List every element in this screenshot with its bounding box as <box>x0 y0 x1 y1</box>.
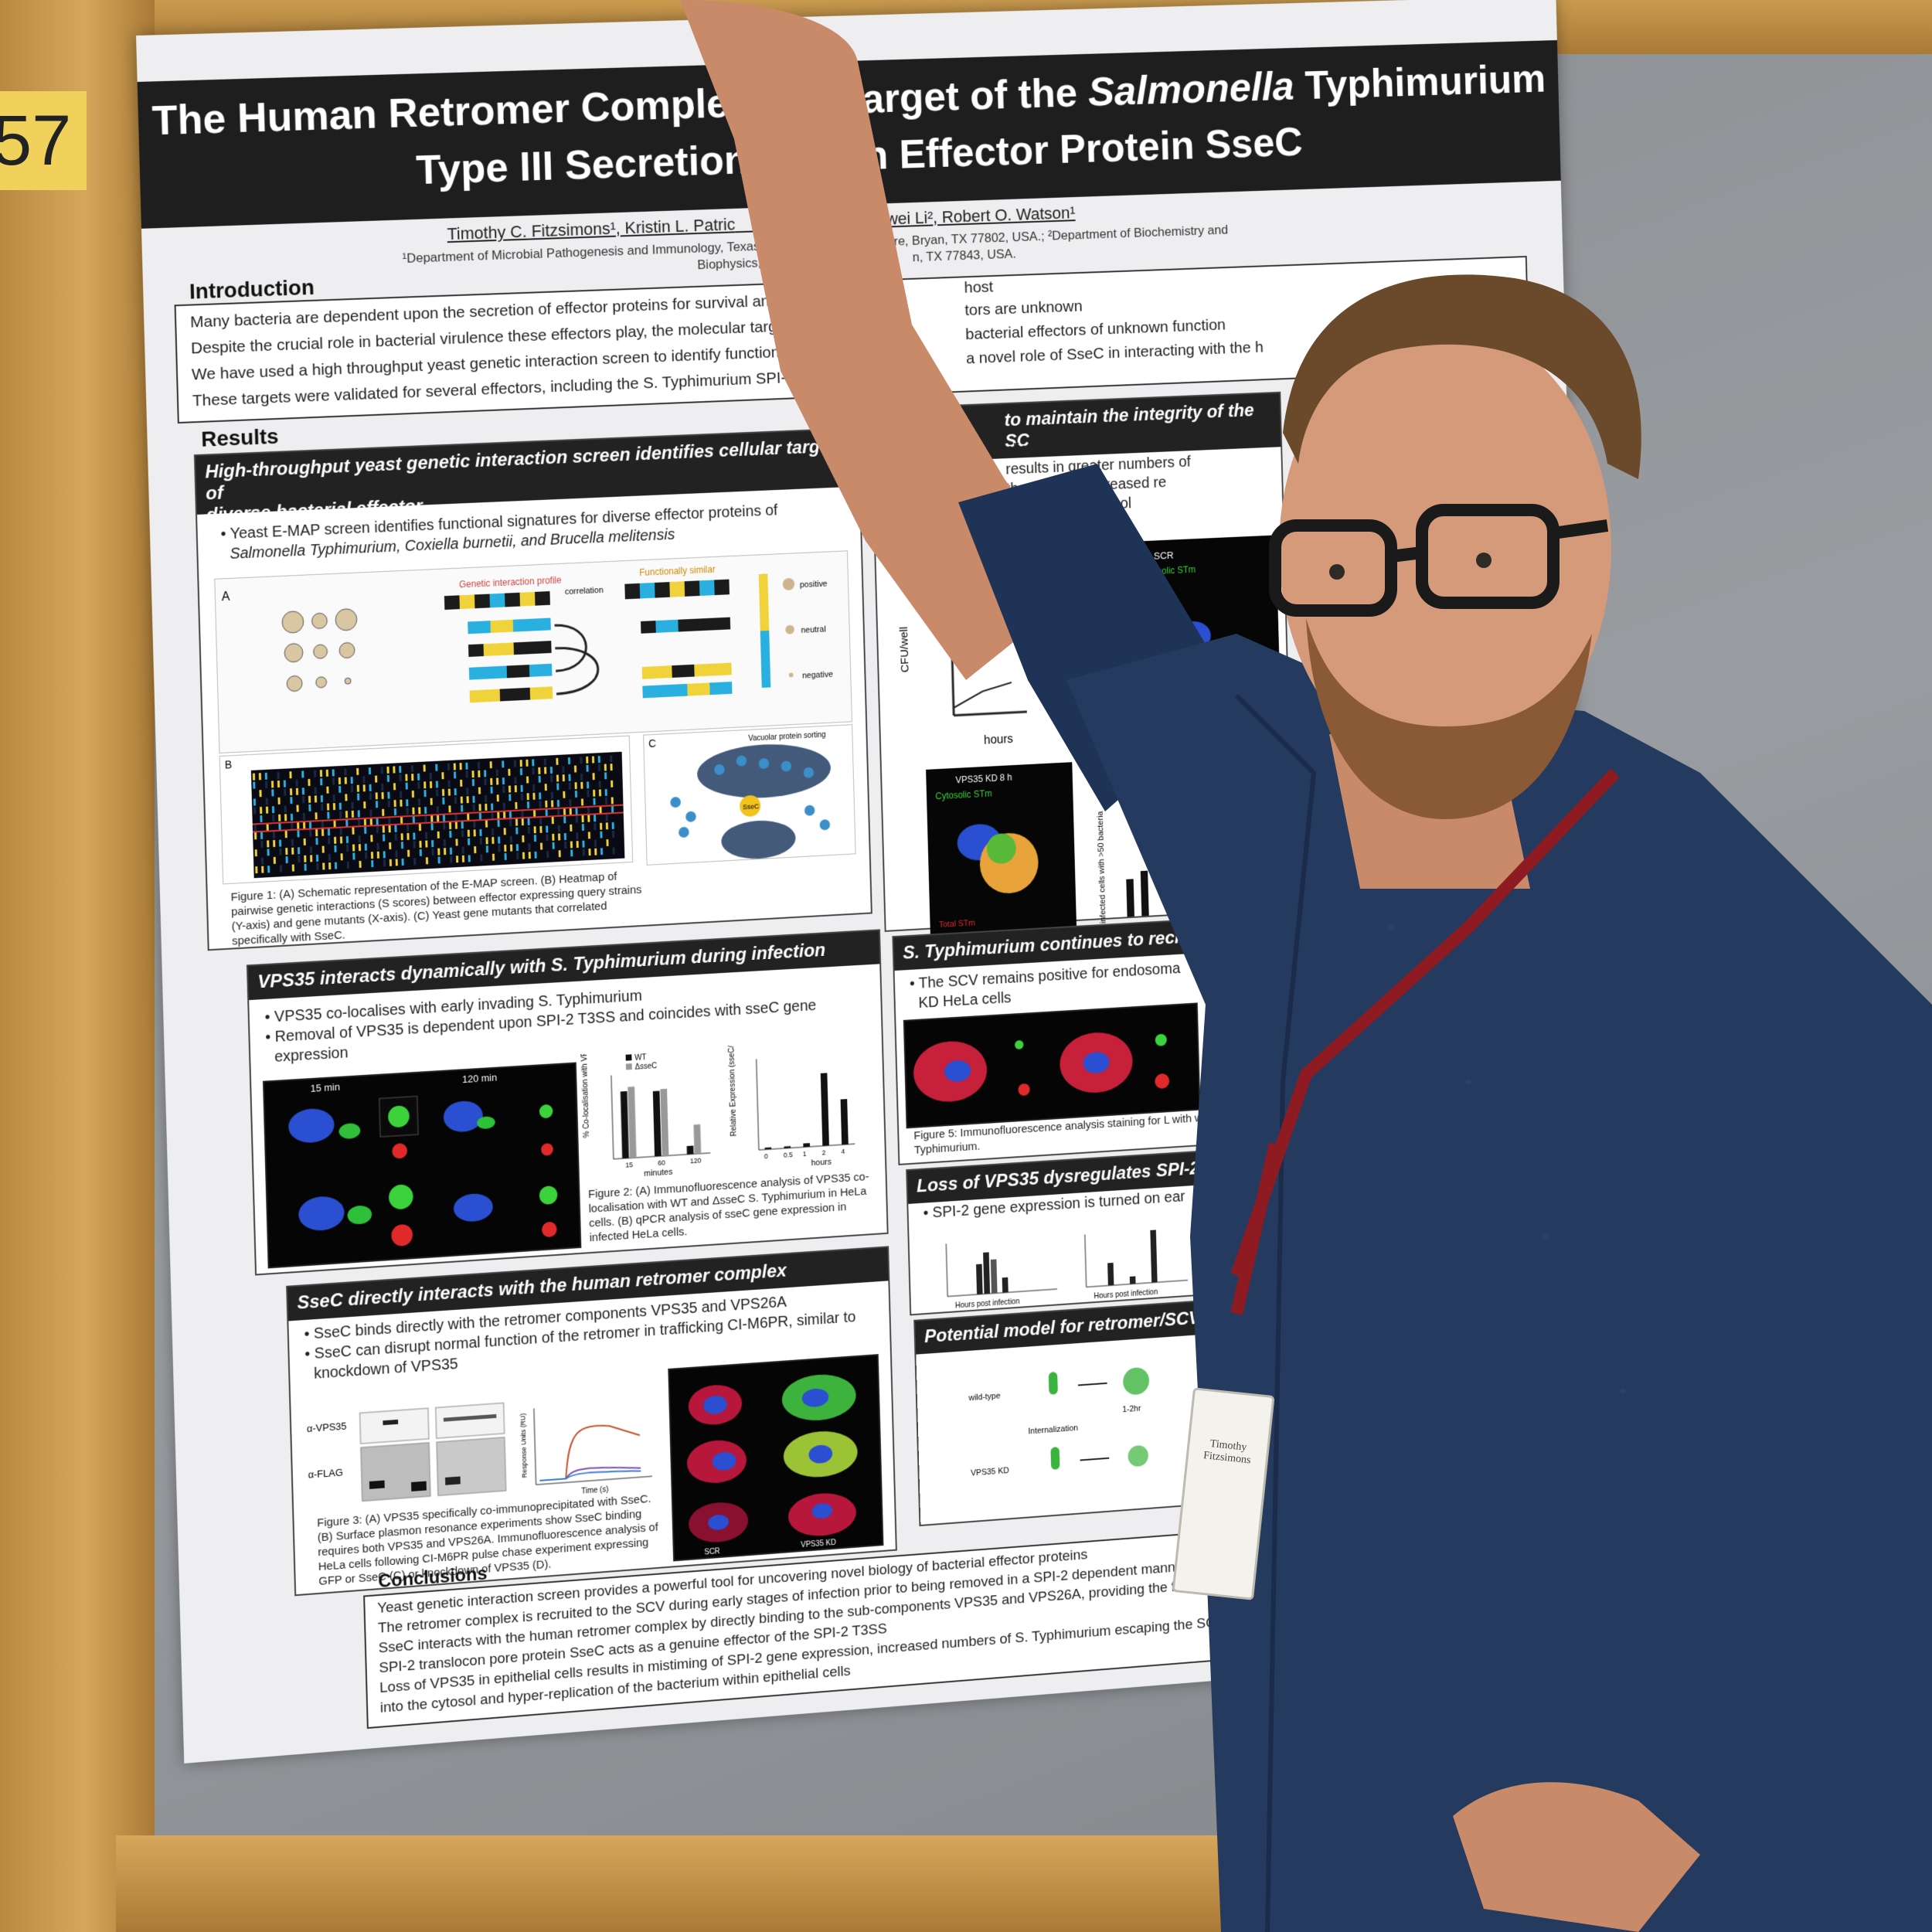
badge-name: Timothy Fitzsimons <box>1194 1437 1261 1468</box>
